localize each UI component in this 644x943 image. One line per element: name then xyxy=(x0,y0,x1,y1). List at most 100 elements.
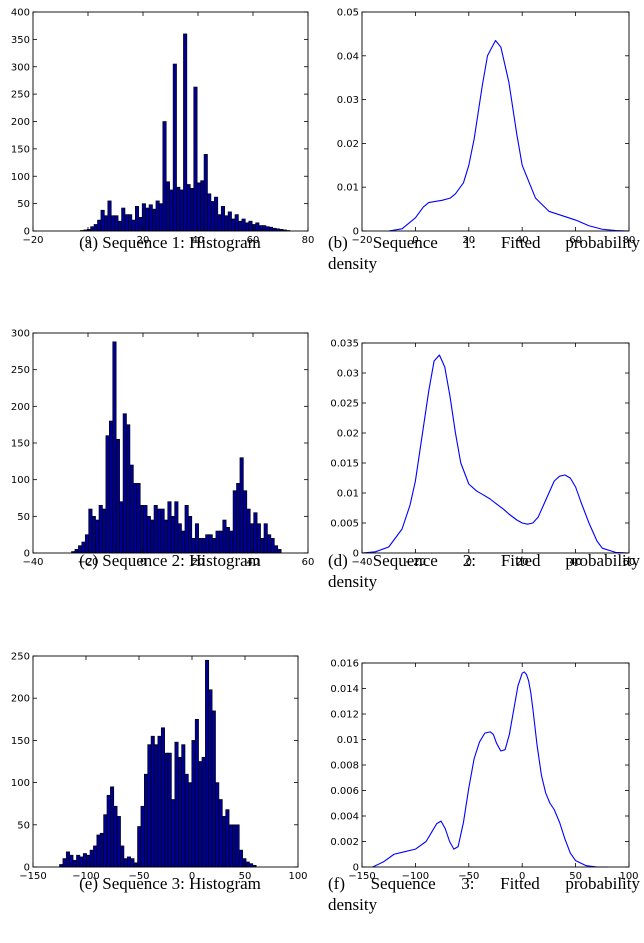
histogram-bar xyxy=(248,220,253,232)
histogram-bar xyxy=(100,209,105,232)
x-tick-label: 0 xyxy=(412,235,418,246)
y-tick-label: 50 xyxy=(17,512,30,523)
y-tick-label: 50 xyxy=(17,199,30,210)
histogram-bar xyxy=(160,508,165,554)
axes-frame xyxy=(361,662,630,868)
histogram-bar xyxy=(238,220,243,232)
histogram-bar xyxy=(148,204,153,232)
histogram-bar xyxy=(89,849,94,868)
caption-f-main: (f) Sequence 3: Fitted probability xyxy=(328,874,640,893)
histogram-bar xyxy=(231,218,236,232)
histogram-bar xyxy=(211,710,216,868)
histogram-bar xyxy=(129,464,134,554)
histogram-bar xyxy=(88,508,93,554)
y-tick-label: 0 xyxy=(353,227,359,238)
histogram-bar xyxy=(227,211,232,232)
histogram-bar xyxy=(97,219,102,232)
histogram-bar xyxy=(184,773,189,868)
histogram-bar xyxy=(188,516,193,554)
histogram-bar xyxy=(127,856,132,868)
y-tick-label: 0.02 xyxy=(337,139,359,150)
x-tick-label: −150 xyxy=(19,871,46,882)
histogram-bar xyxy=(128,214,133,232)
histogram-bar xyxy=(98,505,103,554)
x-tick-label: 80 xyxy=(302,235,315,246)
histogram-bar xyxy=(159,203,164,232)
histogram-bar xyxy=(174,501,179,554)
y-tick-label: 0.02 xyxy=(337,429,359,440)
histogram-bar xyxy=(105,435,110,554)
histogram-bar xyxy=(131,219,136,232)
histogram-bar xyxy=(238,849,243,868)
histogram-bar xyxy=(143,505,148,554)
caption-a: (a) Sequence 1: Histogram xyxy=(79,233,261,252)
histogram-bar xyxy=(258,225,263,232)
histogram-bar xyxy=(114,215,119,232)
histogram-bar xyxy=(93,845,98,868)
histogram-bar xyxy=(249,523,254,554)
histogram-bar xyxy=(234,214,239,232)
x-tick-label: 40 xyxy=(247,557,260,568)
histogram-bar xyxy=(130,858,135,868)
histogram-bar xyxy=(176,186,181,232)
histogram-bar xyxy=(154,744,159,868)
histogram-bar xyxy=(239,457,244,554)
caption-f: (f) Sequence 3: Fitted probability densi… xyxy=(328,873,640,915)
histogram-bar xyxy=(155,200,160,232)
y-tick-label: 150 xyxy=(11,736,30,747)
histogram-bar xyxy=(79,856,84,868)
y-tick-label: 0.01 xyxy=(337,183,359,194)
histogram-bar xyxy=(124,214,129,232)
histogram-bar xyxy=(174,741,179,868)
chart-panel-5: −150 −100 −50 0 50 100 0 0.002 0.004 0.006 0.008 0.… xyxy=(330,659,638,883)
histogram-bar xyxy=(86,854,91,868)
caption-b-main: (b) Sequence 1: Fitted probability xyxy=(328,233,640,252)
histogram-bar xyxy=(253,512,258,554)
y-tick-label: 0.015 xyxy=(330,459,359,470)
y-tick-label: 0.01 xyxy=(337,489,359,500)
histogram-bar xyxy=(164,752,169,868)
histogram-bar xyxy=(225,809,230,868)
y-tick-label: 250 xyxy=(11,652,30,663)
histogram-bar xyxy=(65,851,70,868)
histogram-bar xyxy=(147,744,152,868)
y-tick-label: 0.04 xyxy=(337,51,359,62)
histogram-bar xyxy=(235,824,240,868)
density-curve xyxy=(372,671,608,868)
x-tick-label: −40 xyxy=(22,557,43,568)
histogram-bar xyxy=(76,854,81,868)
x-tick-label: −100 xyxy=(402,871,429,882)
histogram-bar xyxy=(72,859,77,868)
x-tick-label: −100 xyxy=(72,871,99,882)
histogram-bar xyxy=(203,154,208,232)
y-tick-label: 0 xyxy=(24,863,30,874)
histogram-bar xyxy=(193,86,198,232)
histogram-bar xyxy=(214,196,219,232)
x-tick-label: 50 xyxy=(239,871,252,882)
histogram-bar xyxy=(269,226,274,232)
histogram-bar xyxy=(112,341,117,554)
y-tick-label: 0.012 xyxy=(330,710,359,721)
histogram-bar xyxy=(232,824,237,868)
histogram-bar xyxy=(121,207,126,232)
histogram-bar xyxy=(201,756,206,868)
histogram-bar xyxy=(228,824,233,868)
x-tick-label: 60 xyxy=(247,235,260,246)
histogram-bar xyxy=(137,826,142,868)
histogram-bar xyxy=(265,226,270,232)
histogram-bar xyxy=(116,816,121,868)
y-tick-label: 0.016 xyxy=(330,659,359,670)
histogram-bar xyxy=(160,727,165,868)
x-tick-label: −40 xyxy=(351,557,372,568)
histogram-bar xyxy=(140,805,145,868)
x-tick-label: −20 xyxy=(22,235,43,246)
caption-e: (e) Sequence 3: Histogram xyxy=(79,874,261,893)
histogram-bar xyxy=(69,854,74,868)
y-tick-label: 250 xyxy=(11,90,30,101)
caption-c: (c) Sequence 2: Histogram xyxy=(79,551,261,570)
histogram-bar xyxy=(183,33,188,232)
x-tick-label: 20 xyxy=(192,557,205,568)
histogram-bar xyxy=(200,180,205,232)
y-tick-label: 0.01 xyxy=(337,735,359,746)
